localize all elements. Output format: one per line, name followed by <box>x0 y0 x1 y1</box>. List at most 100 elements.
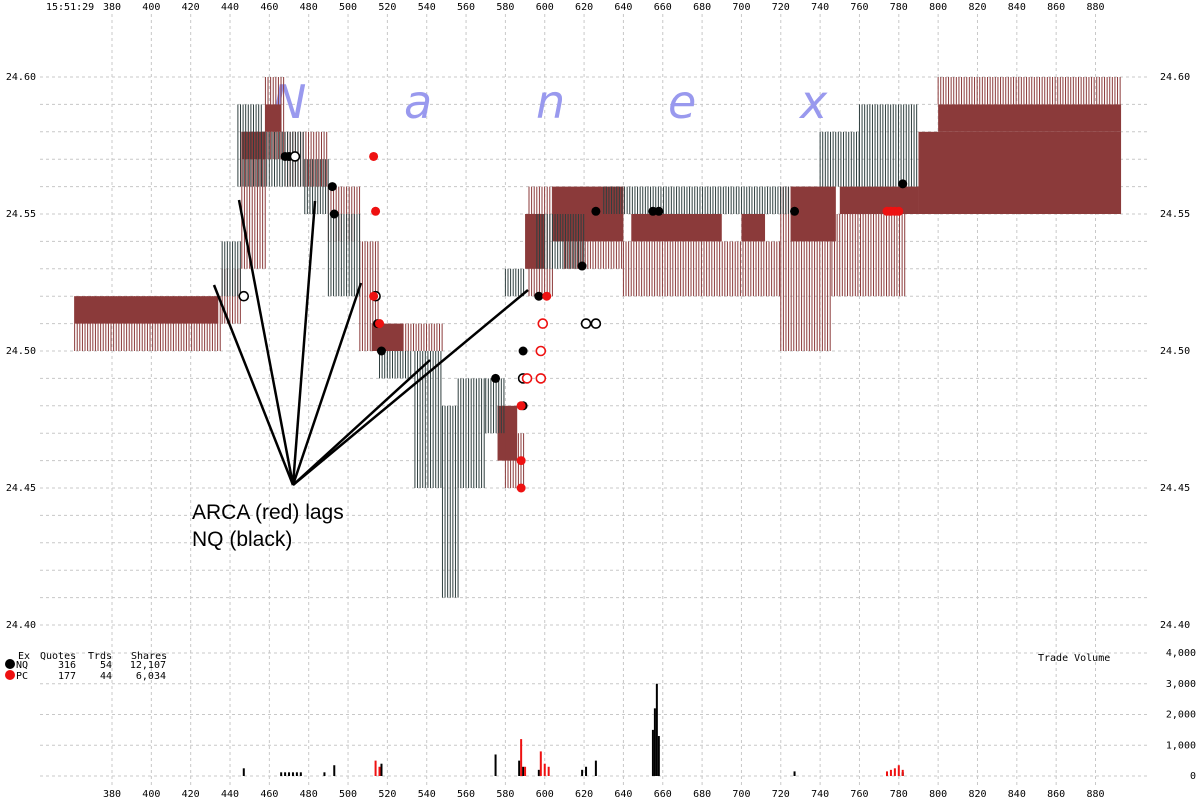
pc-volume-bar <box>885 771 888 776</box>
annotation-pointer-line <box>292 359 431 486</box>
x-tick-top: 680 <box>693 2 711 13</box>
x-tick-bottom: 460 <box>260 789 278 800</box>
pc-trade-marker <box>516 483 526 493</box>
x-tick-top: 720 <box>772 2 790 13</box>
nq-trade-marker <box>518 346 528 356</box>
watermark-letter: n <box>536 75 565 129</box>
price-tick-left: 24.40 <box>6 620 36 631</box>
volume-tick: 1,000 <box>1166 740 1196 751</box>
arca-quote-band-solid <box>265 104 282 132</box>
nq-quote-band <box>457 378 485 488</box>
annotation-pointer-line <box>292 289 529 486</box>
nq-quote-band <box>858 104 918 187</box>
price-tick-right: 24.45 <box>1160 483 1190 494</box>
x-tick-bottom: 700 <box>732 789 750 800</box>
stats-nq-shares: 12,107 <box>130 660 166 671</box>
watermark-letter: a <box>404 75 432 129</box>
stats-header-quotes: Quotes <box>40 651 76 662</box>
x-tick-bottom: 760 <box>850 789 868 800</box>
price-tick-left: 24.55 <box>6 209 36 220</box>
nq-trade-marker <box>790 206 800 216</box>
arca-quote-band-solid <box>839 186 919 214</box>
pc-trade-marker <box>371 206 381 216</box>
pc-volume-bar <box>901 769 904 776</box>
x-tick-bottom: 580 <box>496 789 514 800</box>
arca-quote-band-solid <box>631 214 722 242</box>
pc-trade-marker <box>369 291 379 301</box>
x-tick-top: 820 <box>968 2 986 13</box>
annotation-pointer-line <box>291 200 317 486</box>
exchange-stats-table: Ex Quotes Trds Shares NQ 316 54 12,107 P… <box>5 651 167 682</box>
annotation-line-2: NQ (black) <box>192 528 292 551</box>
trade-volume-bars <box>242 683 904 776</box>
nq-trade-marker <box>654 206 664 216</box>
nq-volume-bar <box>291 772 294 776</box>
stats-header-trds: Trds <box>88 651 112 662</box>
volume-tick: 3,000 <box>1166 679 1196 690</box>
nq-volume-bar <box>537 769 540 776</box>
x-tick-top: 800 <box>929 2 947 13</box>
volume-tick: 2,000 <box>1166 710 1196 721</box>
nq-volume-bar <box>585 766 588 776</box>
x-tick-top: 640 <box>614 2 632 13</box>
stats-nq-quotes: 316 <box>58 660 76 671</box>
nq-volume-bar <box>657 736 660 776</box>
nq-volume-bar <box>323 772 326 776</box>
nq-volume-bar <box>653 708 656 776</box>
watermark-letter: e <box>668 75 696 129</box>
annotation-pointer-line <box>237 199 295 486</box>
nq-volume-bar <box>651 729 654 776</box>
pc-volume-bar <box>539 751 542 776</box>
nq-volume-bar <box>295 772 298 776</box>
pc-volume-bar <box>889 769 892 776</box>
x-tick-bottom: 540 <box>418 789 436 800</box>
x-tick-top: 400 <box>142 2 160 13</box>
nq-trade-marker <box>289 151 301 162</box>
nq-trade-marker <box>898 179 908 189</box>
nq-volume-bar <box>594 760 597 776</box>
nq-trade-marker <box>577 261 587 271</box>
pc-trade-marker <box>894 206 904 216</box>
pc-trade-marker <box>375 319 385 329</box>
pc-trade-marker <box>369 151 379 161</box>
nq-volume-bar <box>793 771 796 776</box>
annotation-pointer-line <box>291 282 363 486</box>
arca-quote-band <box>402 323 443 351</box>
pc-trade-marker <box>535 345 547 357</box>
nq-volume-bar <box>299 772 302 776</box>
pc-legend-marker <box>5 670 15 680</box>
arca-quote-band-solid <box>790 186 836 242</box>
pc-trade-marker <box>521 373 533 384</box>
volume-tick: 4,000 <box>1166 648 1196 659</box>
nq-trade-marker <box>327 182 337 192</box>
x-tick-bottom: 820 <box>968 789 986 800</box>
stats-pc-trds: 44 <box>100 671 112 682</box>
arca-quote-band-solid <box>741 214 766 242</box>
nq-trade-marker <box>491 373 501 383</box>
nq-trade-marker <box>580 318 592 329</box>
x-tick-bottom: 480 <box>300 789 318 800</box>
volume-title: Trade Volume <box>1038 653 1110 664</box>
x-tick-top: 560 <box>457 2 475 13</box>
nq-quote-band <box>327 214 361 297</box>
nq-volume-bar <box>333 765 336 776</box>
x-tick-bottom: 860 <box>1047 789 1065 800</box>
axes: 3803804004004204204404404604604804805005… <box>6 2 1196 800</box>
nq-quote-band <box>504 268 525 297</box>
x-tick-top: 740 <box>811 2 829 13</box>
arca-quote-band-solid <box>918 131 1122 214</box>
stats-header-ex: Ex <box>18 651 30 662</box>
x-tick-bottom: 420 <box>182 789 200 800</box>
quote-bands <box>74 77 1122 598</box>
x-tick-top: 880 <box>1086 2 1104 13</box>
pc-trade-marker <box>542 291 552 301</box>
x-tick-bottom: 620 <box>575 789 593 800</box>
pc-trade-marker <box>537 318 549 329</box>
nq-volume-bar <box>280 772 283 776</box>
price-tick-right: 24.55 <box>1160 209 1190 220</box>
nq-legend-marker <box>5 659 15 669</box>
nq-quote-band <box>379 351 412 379</box>
price-tick-right: 24.40 <box>1160 620 1190 631</box>
x-tick-top: 580 <box>496 2 514 13</box>
